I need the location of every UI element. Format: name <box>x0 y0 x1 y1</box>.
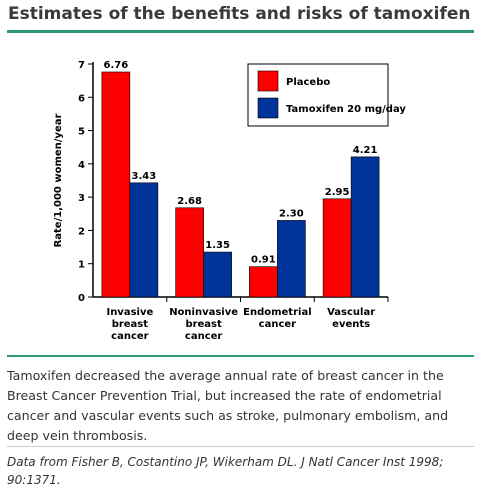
y-tick-label: 0 <box>78 293 85 304</box>
legend-label: Placebo <box>286 77 330 88</box>
bar-tamoxifen <box>203 251 232 298</box>
y-tick-label: 4 <box>78 160 85 171</box>
source-citation: Data from Fisher B, Costantino JP, Wiker… <box>7 455 444 487</box>
data-label: 3.43 <box>132 171 157 182</box>
chart-divider <box>7 355 474 357</box>
data-label: 2.30 <box>279 208 304 219</box>
y-tick-label: 7 <box>78 60 85 71</box>
y-tick-label: 2 <box>78 226 85 237</box>
legend-label: Tamoxifen 20 mg/day <box>286 104 406 115</box>
bar-placebo <box>101 71 131 298</box>
y-tick-label: 3 <box>78 193 85 204</box>
legend-swatch <box>257 97 279 119</box>
data-label: 2.95 <box>325 187 350 198</box>
data-label: 6.76 <box>104 60 129 71</box>
y-tick-label: 1 <box>78 260 85 271</box>
title-divider <box>7 30 474 33</box>
data-label: 4.21 <box>353 145 378 156</box>
x-tick-label: cancer <box>111 331 149 342</box>
bar-placebo <box>249 266 278 298</box>
x-tick-label: cancer <box>185 331 223 342</box>
x-tick-label: Endometrial <box>243 307 312 318</box>
bar-chart: 0 1 2 3 4 5 6 7 Rate/1,000 women/year 6.76 3.43 Inv… <box>53 60 406 342</box>
bar-placebo <box>322 198 352 298</box>
bar-tamoxifen <box>350 156 380 298</box>
y-tick-label: 5 <box>78 127 85 138</box>
y-tick-label: 6 <box>78 93 85 104</box>
x-tick-label: Noninvasive <box>169 307 238 318</box>
chart-title: Estimates of the benefits and risks of t… <box>8 4 471 24</box>
data-label: 2.68 <box>177 196 202 207</box>
x-tick-label: Vascular <box>327 307 375 318</box>
x-tick-label: breast <box>185 319 222 330</box>
x-tick-label: events <box>332 319 370 330</box>
bar-tamoxifen <box>277 220 306 298</box>
legend-swatch <box>257 70 279 92</box>
chart-caption: Tamoxifen decreased the average annual r… <box>7 368 449 443</box>
data-label: 0.91 <box>251 255 276 266</box>
x-tick-label: breast <box>112 319 149 330</box>
bar-placebo <box>175 207 204 298</box>
data-label: 1.35 <box>205 240 230 251</box>
bar-tamoxifen <box>129 182 159 298</box>
chart-area: 0 1 2 3 4 5 6 7 Rate/1,000 women/year 6.76 3.43 Inv… <box>0 34 481 354</box>
y-axis-label: Rate/1,000 women/year <box>53 114 64 248</box>
x-tick-label: Invasive <box>106 307 153 318</box>
x-tick-label: cancer <box>259 319 297 330</box>
caption-divider <box>7 446 474 447</box>
